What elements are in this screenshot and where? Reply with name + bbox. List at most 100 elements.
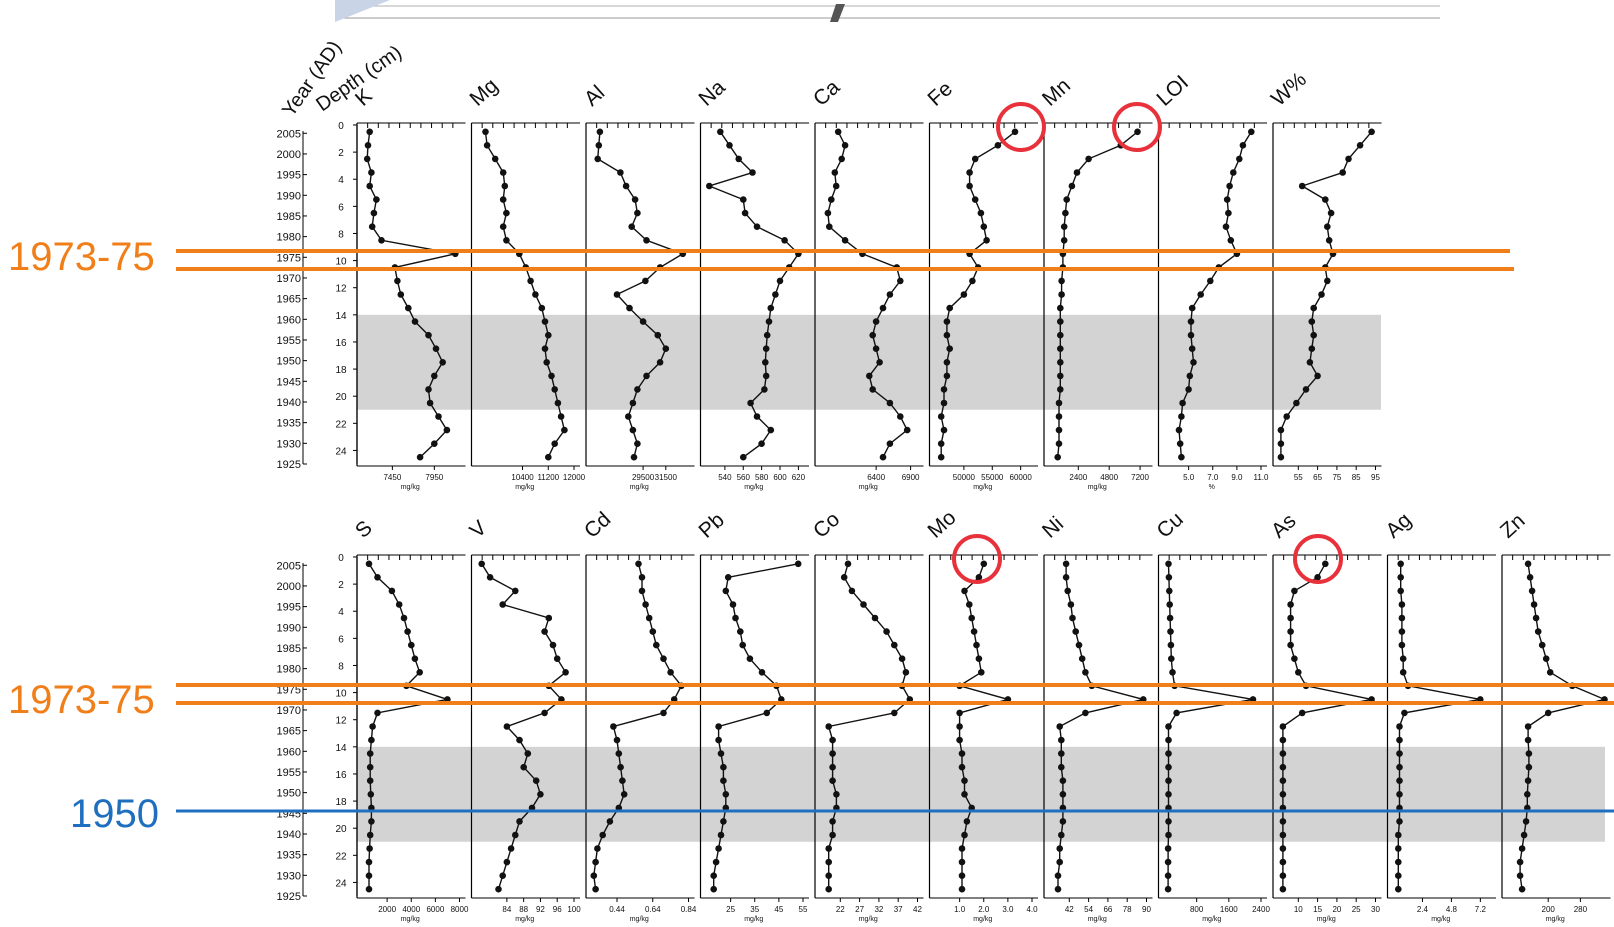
data-point: [1062, 209, 1069, 217]
data-point: [613, 291, 621, 298]
data-point: [1178, 453, 1185, 461]
year-tick-label: 1955: [277, 335, 301, 347]
data-point: [537, 791, 544, 798]
x-tick-label: 580: [755, 473, 769, 482]
highlight-circle-fe: [996, 102, 1046, 152]
depth-tick-label: 20: [335, 392, 347, 403]
data-point: [606, 818, 614, 825]
data-point: [499, 223, 507, 230]
data-point: [832, 182, 840, 190]
data-point: [968, 614, 975, 622]
data-point: [940, 426, 948, 434]
unit-label: mg/kg: [1431, 916, 1450, 923]
data-point: [958, 872, 966, 879]
x-tick-label: 4.0: [1026, 905, 1038, 914]
data-point: [1544, 709, 1552, 717]
data-point: [503, 723, 511, 730]
data-point: [1396, 791, 1403, 798]
data-point: [758, 669, 766, 676]
data-point: [1058, 291, 1065, 298]
data-point: [1283, 413, 1290, 420]
year-tick-label: 2000: [277, 581, 301, 593]
data-point: [653, 641, 660, 649]
year-tick-label: 1960: [277, 746, 301, 758]
data-point: [1546, 669, 1554, 676]
data-point: [1530, 601, 1538, 608]
data-point: [1516, 858, 1524, 866]
panel-title: Fe: [923, 77, 957, 110]
data-point: [642, 601, 649, 608]
data-point: [717, 831, 725, 839]
data-point: [726, 142, 733, 149]
data-point: [825, 858, 832, 866]
x-tick-label: 8000: [451, 905, 469, 914]
x-tick-label: 90: [1142, 905, 1151, 914]
data-point: [838, 155, 845, 163]
data-point: [365, 858, 373, 866]
depth-tick-label: 0: [338, 553, 344, 564]
data-point: [1526, 574, 1534, 581]
data-point: [869, 386, 876, 393]
data-point: [961, 831, 968, 839]
x-tick-label: 6000: [426, 905, 444, 914]
data-point: [1277, 426, 1285, 434]
depth-tick-label: 14: [335, 743, 347, 754]
data-point: [1395, 845, 1402, 852]
data-point: [975, 574, 983, 581]
panel-mg: 10400 11200 12000 mg/kg Mg: [465, 74, 585, 491]
data-point: [1060, 223, 1068, 230]
data-point: [715, 845, 722, 852]
year-tick-label: 1975: [277, 684, 301, 696]
bottom-row-panels: 2000 4000 6000 8000 mg/kg S 84 88 92 96 100 mg/kg V 0…: [351, 506, 1611, 923]
data-point: [1185, 386, 1192, 393]
data-point: [1164, 872, 1172, 879]
x-tick-label: 2000: [378, 905, 396, 914]
x-tick-label: 3.0: [1002, 905, 1014, 914]
data-point: [1324, 277, 1331, 285]
x-tick-label: 5.0: [1183, 473, 1195, 482]
data-point: [1225, 209, 1232, 217]
x-tick-label: 10: [1294, 905, 1303, 914]
data-point: [561, 426, 568, 434]
data-point: [532, 777, 540, 784]
data-point: [643, 372, 650, 380]
data-point: [594, 155, 601, 163]
data-point: [378, 237, 385, 244]
data-point: [562, 669, 569, 676]
unit-label: mg/kg: [515, 916, 534, 923]
data-point: [1291, 587, 1298, 595]
data-point: [610, 723, 617, 730]
data-point: [439, 359, 447, 366]
data-point: [1230, 169, 1237, 176]
data-point: [1310, 304, 1317, 312]
data-point: [1399, 655, 1407, 662]
year-tick-label: 1990: [277, 190, 301, 202]
year-depth-axis-top: 0246810121416182022242005200019951990198…: [277, 121, 358, 471]
data-point: [431, 372, 438, 380]
data-point: [615, 750, 623, 757]
x-tick-label: 6400: [867, 473, 885, 482]
x-tick-label: 4800: [1100, 473, 1118, 482]
highlight-circle-mn: [1112, 102, 1162, 152]
data-point: [1165, 763, 1172, 771]
panel-ca: 6400 6900 mg/kg Ca: [809, 75, 924, 491]
data-point: [595, 142, 603, 149]
unit-label: mg/kg: [1088, 916, 1107, 923]
data-point: [516, 818, 523, 825]
data-point: [833, 791, 840, 798]
data-point: [825, 872, 832, 879]
data-point: [1207, 277, 1214, 285]
x-tick-label: 560: [737, 473, 751, 482]
data-point: [404, 628, 411, 635]
x-tick-label: 92: [536, 905, 545, 914]
data-point: [732, 614, 739, 622]
x-tick-label: 4.8: [1446, 905, 1458, 914]
data-point: [1173, 709, 1180, 717]
unit-label: mg/kg: [1088, 484, 1107, 491]
data-point: [541, 345, 549, 353]
data-point: [1055, 426, 1063, 434]
year-tick-label: 1925: [277, 459, 301, 471]
data-point: [397, 291, 405, 298]
panel-title: Mn: [1038, 74, 1075, 111]
